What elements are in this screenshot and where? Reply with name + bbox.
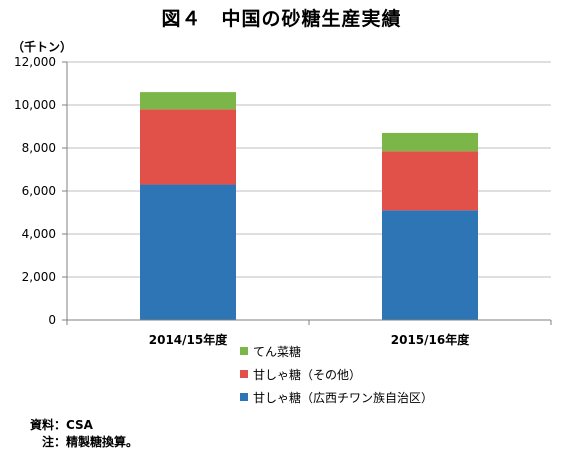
- legend-swatch: [240, 370, 248, 378]
- y-tick-labels: 0 2,000 4,000 6,000 8,000 10,000 12,000: [14, 55, 56, 327]
- y-tick-label: 2,000: [22, 270, 56, 284]
- y-tick-label: 8,000: [22, 141, 56, 155]
- legend-label: 甘しゃ糖（広西チワン族自治区）: [253, 390, 433, 405]
- footnotes: 資料：CSA 注：精製糖換算。: [30, 417, 138, 451]
- bar-segment-3: [382, 132, 478, 152]
- y-tick-label: 10,000: [14, 98, 56, 112]
- legend-label: 甘しゃ糖（その他）: [253, 367, 361, 382]
- x-category-labels: 2014/15年度 2015/16年度: [149, 332, 470, 347]
- bar-segment-3: [140, 92, 236, 110]
- chart-title: 図４ 中国の砂糖生産実績: [161, 8, 402, 30]
- source-note: 資料：CSA: [30, 418, 93, 432]
- bars: [140, 92, 478, 320]
- y-tick-label: 0: [48, 313, 56, 327]
- y-axis-unit-label: （千トン）: [12, 40, 73, 54]
- y-tick-label: 12,000: [14, 55, 56, 69]
- axes: [62, 61, 552, 325]
- bar-segment-1: [382, 210, 478, 320]
- legend-label: てん菜糖: [253, 344, 301, 359]
- x-category-label: 2014/15年度: [149, 332, 228, 347]
- bar-segment-2: [382, 151, 478, 211]
- x-category-label: 2015/16年度: [391, 332, 470, 347]
- legend-swatch: [240, 393, 248, 401]
- bar-segment-1: [140, 184, 236, 320]
- gridlines: [67, 61, 551, 278]
- stacked-bar-chart: 0 2,000 4,000 6,000 8,000 10,000 12,000 2014/1…: [14, 55, 552, 405]
- y-tick-label: 6,000: [22, 184, 56, 198]
- conversion-note: 注：精製糖換算。: [30, 435, 139, 449]
- bar-segment-2: [140, 109, 236, 185]
- legend-swatch: [240, 347, 248, 355]
- y-tick-label: 4,000: [22, 227, 56, 241]
